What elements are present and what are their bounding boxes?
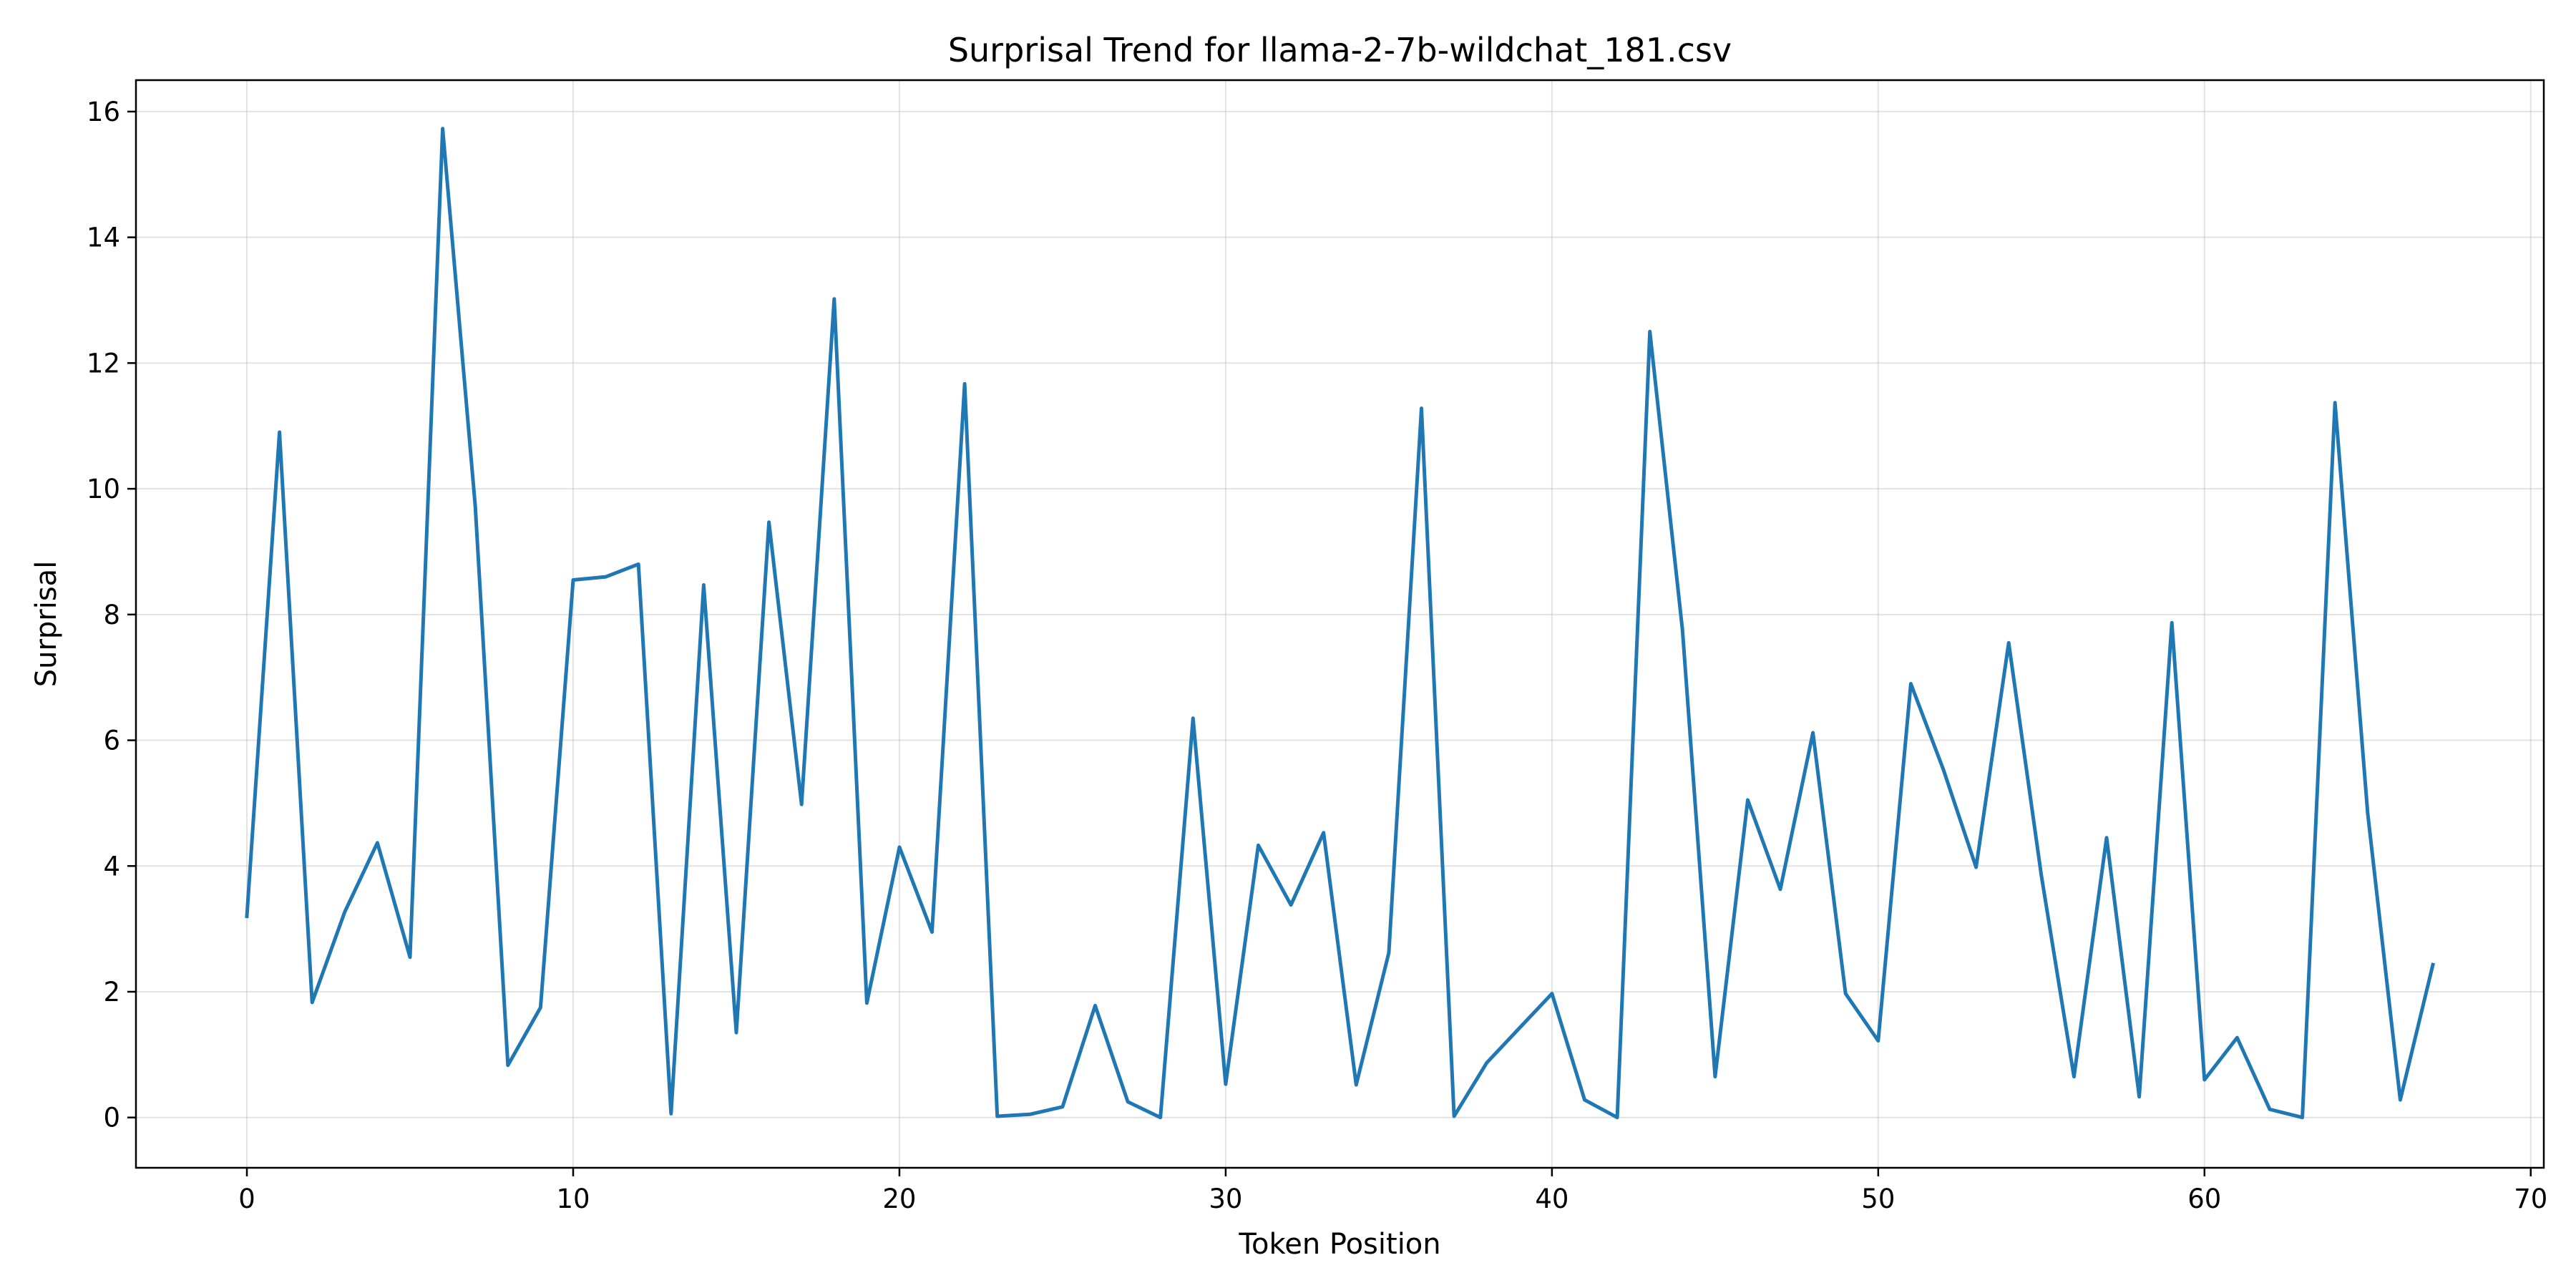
- y-tick-label: 10: [87, 474, 120, 504]
- chart-title: Surprisal Trend for llama-2-7b-wildchat_…: [948, 31, 1732, 69]
- y-axis-label: Surprisal: [30, 561, 63, 688]
- y-tick-label: 16: [87, 97, 120, 127]
- grid-lines: [136, 80, 2544, 1168]
- x-tick-label: 40: [1535, 1184, 1568, 1214]
- y-tick-label: 14: [87, 223, 120, 253]
- y-tick-label: 4: [103, 851, 120, 882]
- y-tick-label: 2: [103, 977, 120, 1008]
- x-tick-label: 0: [238, 1184, 255, 1214]
- plot-area-frame: [135, 79, 2545, 1169]
- x-axis-label: Token Position: [1238, 1228, 1440, 1261]
- axis-ticks: 0 10 20 30 40 50 60 70 0 2 4 6 8 10 12 14 16: [87, 97, 2547, 1214]
- x-tick-label: 10: [556, 1184, 590, 1214]
- y-tick-label: 6: [103, 726, 120, 756]
- x-tick-label: 70: [2514, 1184, 2547, 1214]
- x-tick-label: 50: [1861, 1184, 1895, 1214]
- series-layer: [245, 127, 2436, 1120]
- y-tick-label: 12: [87, 348, 120, 379]
- y-tick-label: 8: [103, 600, 120, 630]
- surprisal-series-line: [245, 127, 2436, 1120]
- x-tick-label: 30: [1209, 1184, 1242, 1214]
- x-tick-label: 60: [2187, 1184, 2221, 1214]
- y-tick-label: 0: [103, 1103, 120, 1133]
- x-tick-label: 20: [882, 1184, 916, 1214]
